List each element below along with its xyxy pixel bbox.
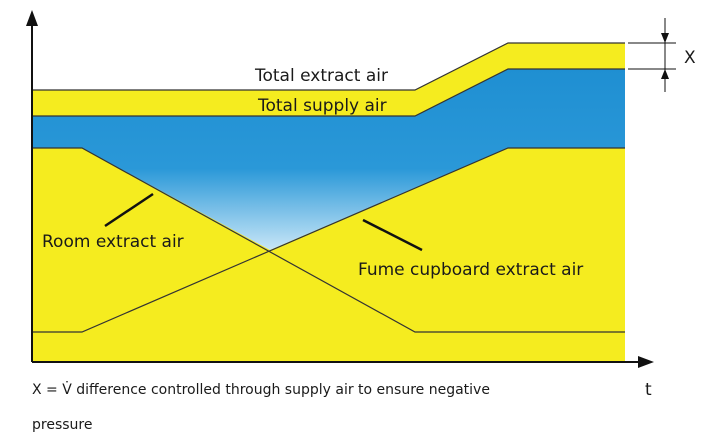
y-axis-arrow (26, 10, 38, 26)
leader-line (104, 192, 154, 228)
dim-arrow (661, 69, 669, 79)
room-extract-line (32, 147, 625, 333)
label: Room extract air (42, 232, 184, 252)
total-extract-line (32, 42, 625, 91)
x-axis-arrow (638, 356, 654, 368)
label: X (684, 48, 696, 68)
axis-label: t (645, 380, 652, 400)
dim-arrow (661, 33, 669, 43)
caption: pressure (32, 417, 92, 433)
label: Fume cupboard extract air (358, 260, 583, 280)
total-supply-line (32, 68, 625, 117)
blue-area (32, 69, 625, 250)
label: Total supply air (257, 96, 387, 116)
caption: X = V̇ difference controlled through sup… (32, 381, 490, 398)
label: Total extract air (254, 66, 388, 86)
leader-line (362, 218, 423, 252)
fume-extract-line (32, 147, 625, 333)
